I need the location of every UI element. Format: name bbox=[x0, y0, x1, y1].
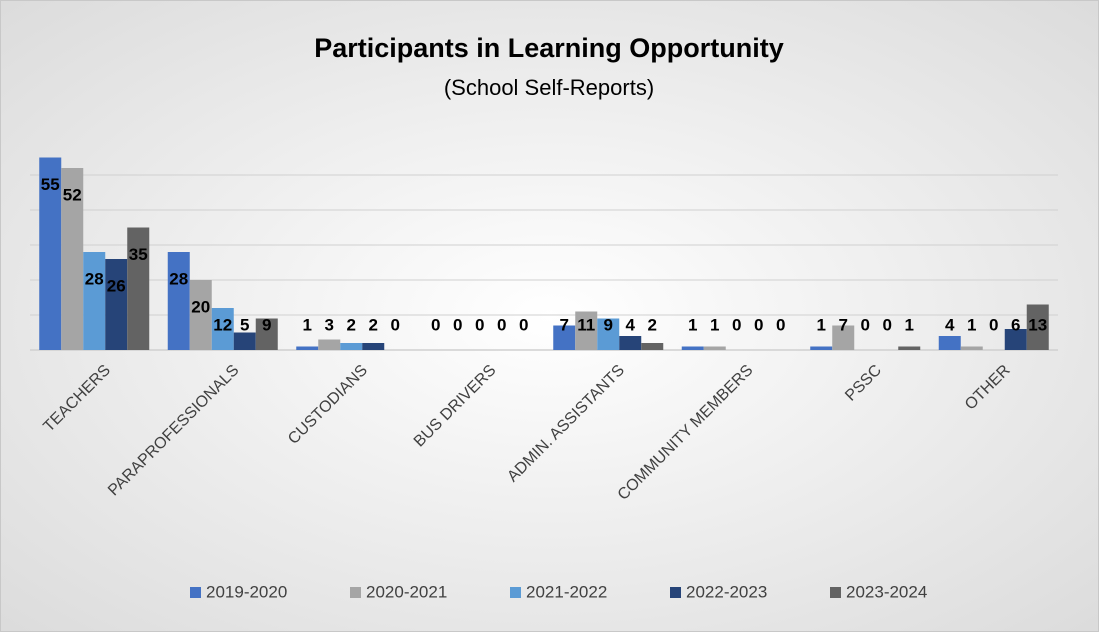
data-label: 0 bbox=[754, 315, 763, 334]
data-label: 1 bbox=[710, 315, 719, 334]
data-label: 4 bbox=[626, 315, 636, 334]
bar bbox=[597, 318, 620, 350]
bar bbox=[832, 325, 855, 350]
bar bbox=[641, 343, 664, 350]
bar bbox=[167, 252, 190, 350]
bar bbox=[233, 332, 256, 350]
data-label: 9 bbox=[604, 315, 613, 334]
data-label: 0 bbox=[431, 315, 440, 334]
data-label: 52 bbox=[63, 185, 82, 204]
data-label: 0 bbox=[861, 315, 870, 334]
data-label: 7 bbox=[839, 315, 848, 334]
data-label: 11 bbox=[577, 315, 595, 334]
data-label: 20 bbox=[191, 297, 210, 316]
legend-label: 2022-2023 bbox=[686, 582, 767, 601]
data-label: 26 bbox=[107, 276, 126, 295]
bar bbox=[575, 311, 598, 350]
bar bbox=[318, 339, 341, 350]
bar bbox=[1026, 304, 1049, 350]
bar bbox=[61, 168, 84, 350]
data-label: 1 bbox=[817, 315, 826, 334]
legend-swatch bbox=[510, 587, 521, 598]
data-label: 9 bbox=[262, 315, 271, 334]
bar bbox=[553, 325, 576, 350]
data-label: 1 bbox=[905, 315, 914, 334]
data-label: 4 bbox=[945, 315, 955, 334]
data-label: 2 bbox=[347, 315, 356, 334]
chart-title: Participants in Learning Opportunity bbox=[314, 33, 784, 63]
data-label: 5 bbox=[240, 315, 249, 334]
data-label: 1 bbox=[303, 315, 312, 334]
chart-subtitle: (School Self-Reports) bbox=[444, 75, 654, 100]
data-label: 3 bbox=[325, 315, 334, 334]
bar bbox=[898, 346, 921, 350]
legend-label: 2023-2024 bbox=[846, 582, 927, 601]
bar bbox=[255, 318, 278, 350]
data-label: 55 bbox=[41, 175, 60, 194]
bar bbox=[105, 259, 128, 350]
data-label: 13 bbox=[1028, 315, 1047, 334]
data-label: 12 bbox=[213, 315, 232, 334]
data-label: 1 bbox=[967, 315, 976, 334]
legend-label: 2021-2022 bbox=[526, 582, 607, 601]
data-label: 35 bbox=[129, 245, 148, 264]
bar bbox=[681, 346, 704, 350]
bar bbox=[189, 280, 212, 350]
data-label: 0 bbox=[519, 315, 528, 334]
data-label: 0 bbox=[497, 315, 506, 334]
bar bbox=[83, 252, 106, 350]
bar bbox=[960, 346, 983, 350]
bar bbox=[619, 336, 642, 350]
data-label: 0 bbox=[475, 315, 484, 334]
data-label: 0 bbox=[883, 315, 892, 334]
bar bbox=[938, 336, 961, 350]
bar bbox=[810, 346, 833, 350]
data-label: 0 bbox=[391, 315, 400, 334]
data-label: 2 bbox=[648, 315, 657, 334]
legend-swatch bbox=[190, 587, 201, 598]
data-label: 28 bbox=[85, 269, 104, 288]
bar bbox=[1004, 329, 1027, 350]
data-label: 1 bbox=[688, 315, 697, 334]
legend-swatch bbox=[830, 587, 841, 598]
legend-swatch bbox=[350, 587, 361, 598]
data-label: 0 bbox=[732, 315, 741, 334]
legend-label: 2020-2021 bbox=[366, 582, 447, 601]
data-label: 6 bbox=[1011, 315, 1020, 334]
bar bbox=[362, 343, 385, 350]
data-label: 0 bbox=[776, 315, 785, 334]
bar bbox=[127, 227, 150, 350]
data-label: 0 bbox=[989, 315, 998, 334]
bar bbox=[211, 308, 234, 350]
bar bbox=[39, 157, 62, 350]
bar bbox=[340, 343, 363, 350]
data-label: 7 bbox=[560, 315, 569, 334]
data-label: 28 bbox=[169, 269, 188, 288]
legend-label: 2019-2020 bbox=[206, 582, 287, 601]
bar bbox=[296, 346, 319, 350]
bar bbox=[703, 346, 726, 350]
data-label: 0 bbox=[453, 315, 462, 334]
data-label: 2 bbox=[369, 315, 378, 334]
legend-swatch bbox=[670, 587, 681, 598]
